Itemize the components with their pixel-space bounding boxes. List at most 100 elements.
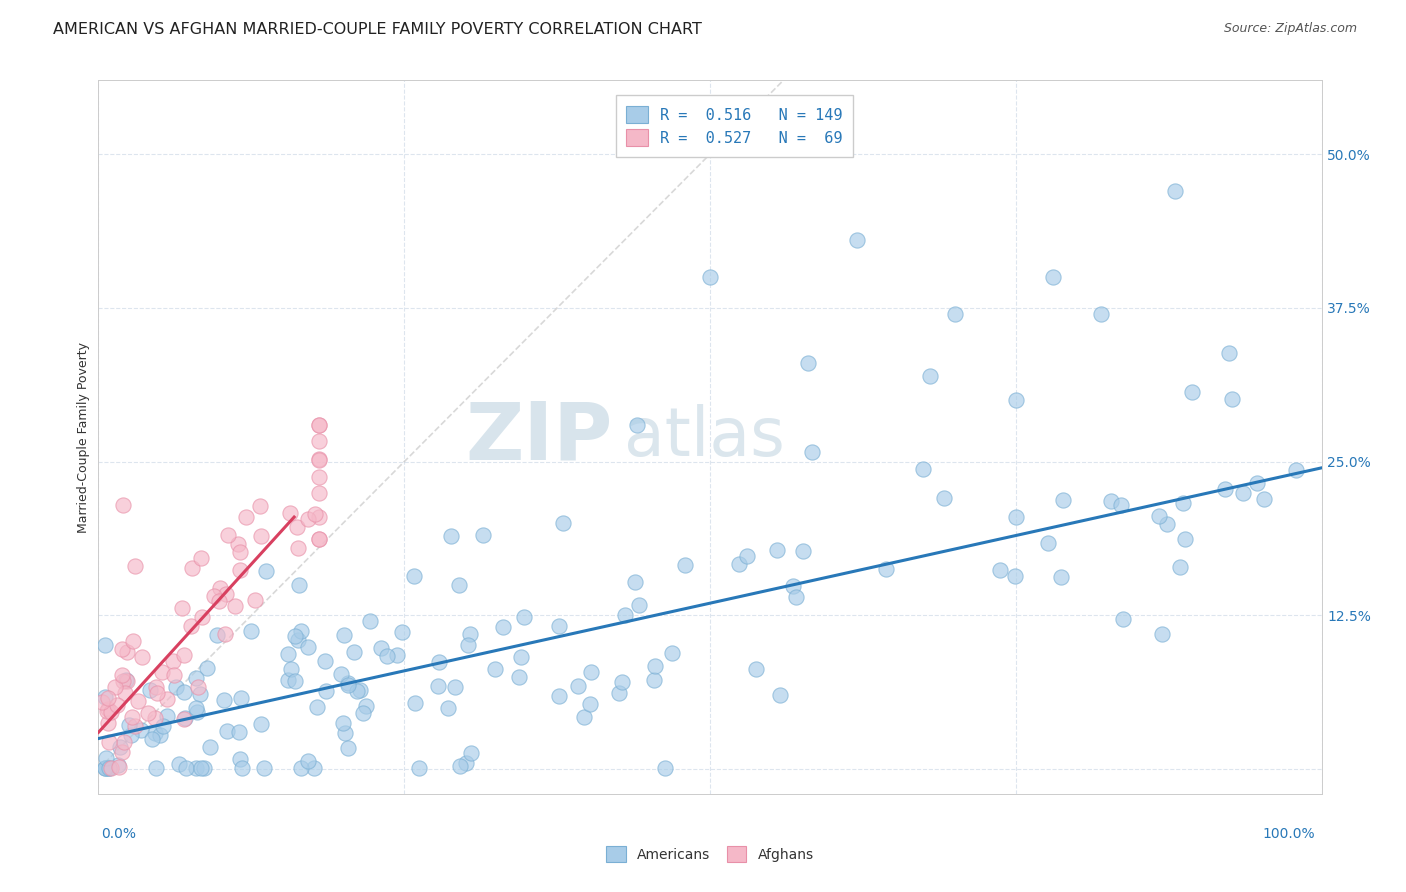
Point — [1004, 393, 1026, 408]
Point — [1173, 496, 1195, 510]
Point — [1152, 627, 1174, 641]
Point — [458, 627, 481, 641]
Point — [572, 709, 595, 723]
Point — [190, 609, 212, 624]
Point — [308, 532, 330, 546]
Point — [1052, 493, 1074, 508]
Point — [308, 532, 330, 546]
Point — [121, 710, 143, 724]
Point — [173, 711, 195, 725]
Point — [785, 590, 807, 604]
Point — [112, 674, 135, 689]
Point — [508, 670, 530, 684]
Point — [352, 706, 374, 720]
Point — [108, 760, 131, 774]
Point — [943, 307, 966, 321]
Point — [735, 549, 758, 564]
Point — [104, 680, 127, 694]
Point — [402, 569, 425, 583]
Point — [174, 761, 197, 775]
Point — [226, 537, 249, 551]
Point — [457, 638, 479, 652]
Point — [988, 563, 1011, 577]
Point — [254, 565, 277, 579]
Point — [150, 665, 173, 680]
Point — [184, 671, 207, 685]
Point — [391, 625, 413, 640]
Point — [304, 761, 326, 775]
Point — [190, 550, 212, 565]
Point — [217, 528, 239, 542]
Point — [765, 543, 787, 558]
Point — [115, 644, 138, 658]
Text: 0.0%: 0.0% — [101, 827, 136, 841]
Point — [156, 691, 179, 706]
Legend: Americans, Afghans: Americans, Afghans — [599, 839, 821, 869]
Point — [1253, 491, 1275, 506]
Point — [252, 761, 274, 775]
Point — [285, 520, 308, 534]
Point — [114, 686, 136, 700]
Point — [1218, 346, 1240, 360]
Point — [240, 624, 263, 639]
Point — [460, 746, 482, 760]
Point — [308, 434, 330, 448]
Text: ZIP: ZIP — [465, 398, 612, 476]
Point — [214, 693, 236, 707]
Point — [308, 470, 330, 484]
Point — [155, 709, 177, 723]
Point — [284, 629, 307, 643]
Point — [172, 601, 194, 615]
Point — [581, 665, 603, 680]
Point — [333, 726, 356, 740]
Point — [920, 368, 942, 383]
Point — [145, 726, 167, 740]
Point — [110, 739, 132, 754]
Point — [228, 725, 250, 739]
Point — [308, 451, 330, 466]
Point — [492, 620, 515, 634]
Point — [626, 417, 648, 432]
Point — [115, 673, 138, 688]
Point — [624, 574, 647, 589]
Point — [513, 609, 536, 624]
Point — [217, 724, 239, 739]
Point — [548, 690, 571, 704]
Point — [934, 491, 956, 505]
Point — [627, 598, 650, 612]
Point — [349, 682, 371, 697]
Point — [120, 728, 142, 742]
Point — [146, 686, 169, 700]
Point — [343, 645, 366, 659]
Point — [100, 705, 122, 719]
Point — [97, 691, 120, 706]
Point — [454, 756, 477, 770]
Point — [449, 759, 471, 773]
Point — [277, 647, 299, 661]
Point — [124, 719, 146, 733]
Point — [96, 761, 118, 775]
Point — [332, 716, 354, 731]
Point — [1156, 517, 1178, 532]
Point — [404, 696, 426, 710]
Point — [1246, 475, 1268, 490]
Point — [654, 761, 676, 775]
Point — [427, 655, 450, 669]
Point — [198, 739, 221, 754]
Point — [202, 590, 225, 604]
Point — [337, 678, 360, 692]
Point — [661, 646, 683, 660]
Point — [278, 506, 301, 520]
Point — [173, 684, 195, 698]
Point — [547, 619, 569, 633]
Point — [112, 735, 135, 749]
Point — [208, 581, 231, 595]
Point — [440, 528, 463, 542]
Point — [97, 715, 120, 730]
Point — [308, 453, 330, 467]
Point — [1180, 384, 1202, 399]
Point — [145, 680, 167, 694]
Point — [143, 711, 166, 725]
Text: atlas: atlas — [624, 404, 786, 470]
Point — [553, 516, 575, 531]
